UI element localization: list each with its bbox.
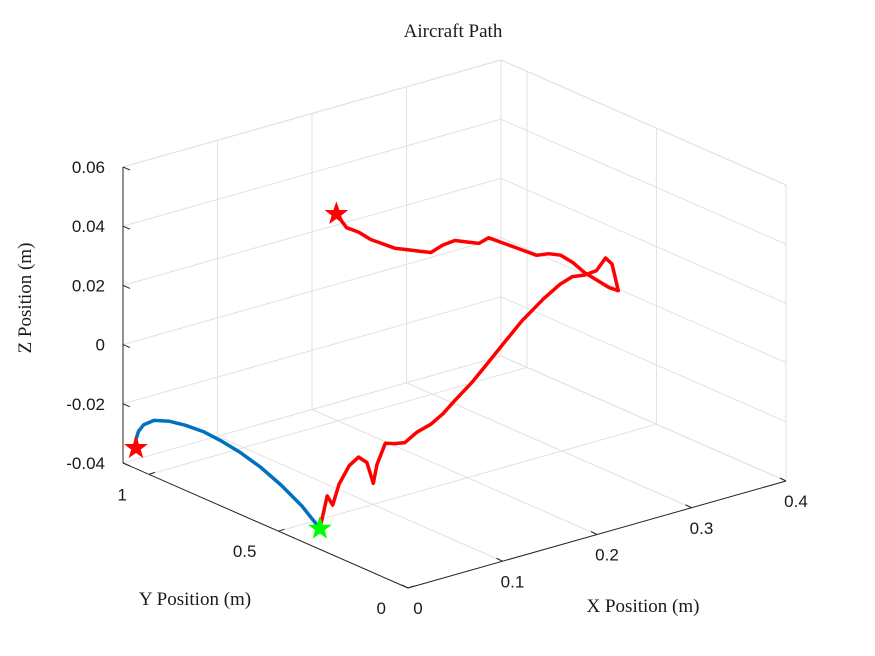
floor-grid-y: [148, 366, 528, 475]
z-tick-label: 0.06: [72, 158, 105, 177]
side-wall-grid-z: [500, 355, 787, 482]
z-tick-label: -0.04: [66, 454, 105, 473]
back-wall-grid-z: [122, 296, 502, 405]
side-wall-grid-z: [500, 296, 787, 423]
series-line-1: [318, 212, 621, 531]
z-tick-label: 0.02: [72, 276, 105, 295]
star-marker-0: [124, 435, 148, 459]
y-tick: [407, 585, 415, 589]
z-tick: [122, 344, 131, 349]
floor-grid-y: [278, 423, 657, 532]
y-tick: [278, 528, 285, 532]
floor-grid-x: [217, 435, 503, 562]
x-tick-label: 0.3: [690, 519, 714, 538]
back-wall-grid-z: [122, 237, 502, 346]
y-tick-label: 1: [117, 485, 126, 504]
z-tick: [122, 284, 131, 289]
axes-layer: [122, 166, 787, 589]
z-tick-label: 0.04: [72, 217, 105, 236]
z-tick: [122, 462, 131, 467]
x-tick: [779, 477, 787, 482]
side-wall-grid-z: [500, 237, 787, 364]
y-axis-title: Y Position (m): [139, 589, 251, 610]
x-tick-label: 0: [413, 599, 422, 618]
x-tick: [685, 504, 692, 509]
back-wall-grid-z: [122, 355, 502, 464]
x-tick: [590, 531, 598, 535]
y-tick-label: 0: [377, 599, 386, 618]
z-tick-label: 0: [96, 336, 105, 355]
star-marker-2: [324, 201, 349, 225]
floor-grid-x: [311, 409, 598, 535]
y-tick-label: 0.5: [233, 542, 257, 561]
y-axis-line: [122, 462, 409, 589]
z-tick: [122, 166, 131, 171]
x-tick-label: 0.4: [784, 492, 808, 511]
z-axis-title: Z Position (m): [15, 243, 36, 354]
x-tick-label: 0.2: [595, 546, 619, 565]
chart-title: Aircraft Path: [404, 21, 503, 42]
back-wall-grid-z: [122, 118, 502, 227]
z-tick-label: -0.02: [66, 395, 105, 414]
data-layer: [124, 201, 621, 539]
x-tick: [401, 584, 409, 589]
x-tick: [496, 557, 503, 562]
text-layer: Aircraft Path X Position (m) Y Position …: [15, 21, 808, 618]
z-tick: [122, 225, 131, 230]
side-top-edge: [500, 59, 787, 186]
floor-grid-x: [406, 382, 692, 509]
back-top-edge: [122, 59, 502, 168]
side-wall-grid-z: [500, 177, 787, 304]
x-tick-label: 0.1: [501, 572, 525, 591]
z-tick: [122, 403, 131, 408]
y-tick: [148, 471, 156, 475]
back-wall-grid-z: [122, 177, 502, 286]
series-line-0: [134, 418, 322, 531]
star-marker-1: [307, 516, 332, 539]
side-wall-grid-z: [500, 118, 787, 245]
x-axis-title: X Position (m): [587, 596, 700, 617]
grid-layer: [122, 59, 787, 589]
